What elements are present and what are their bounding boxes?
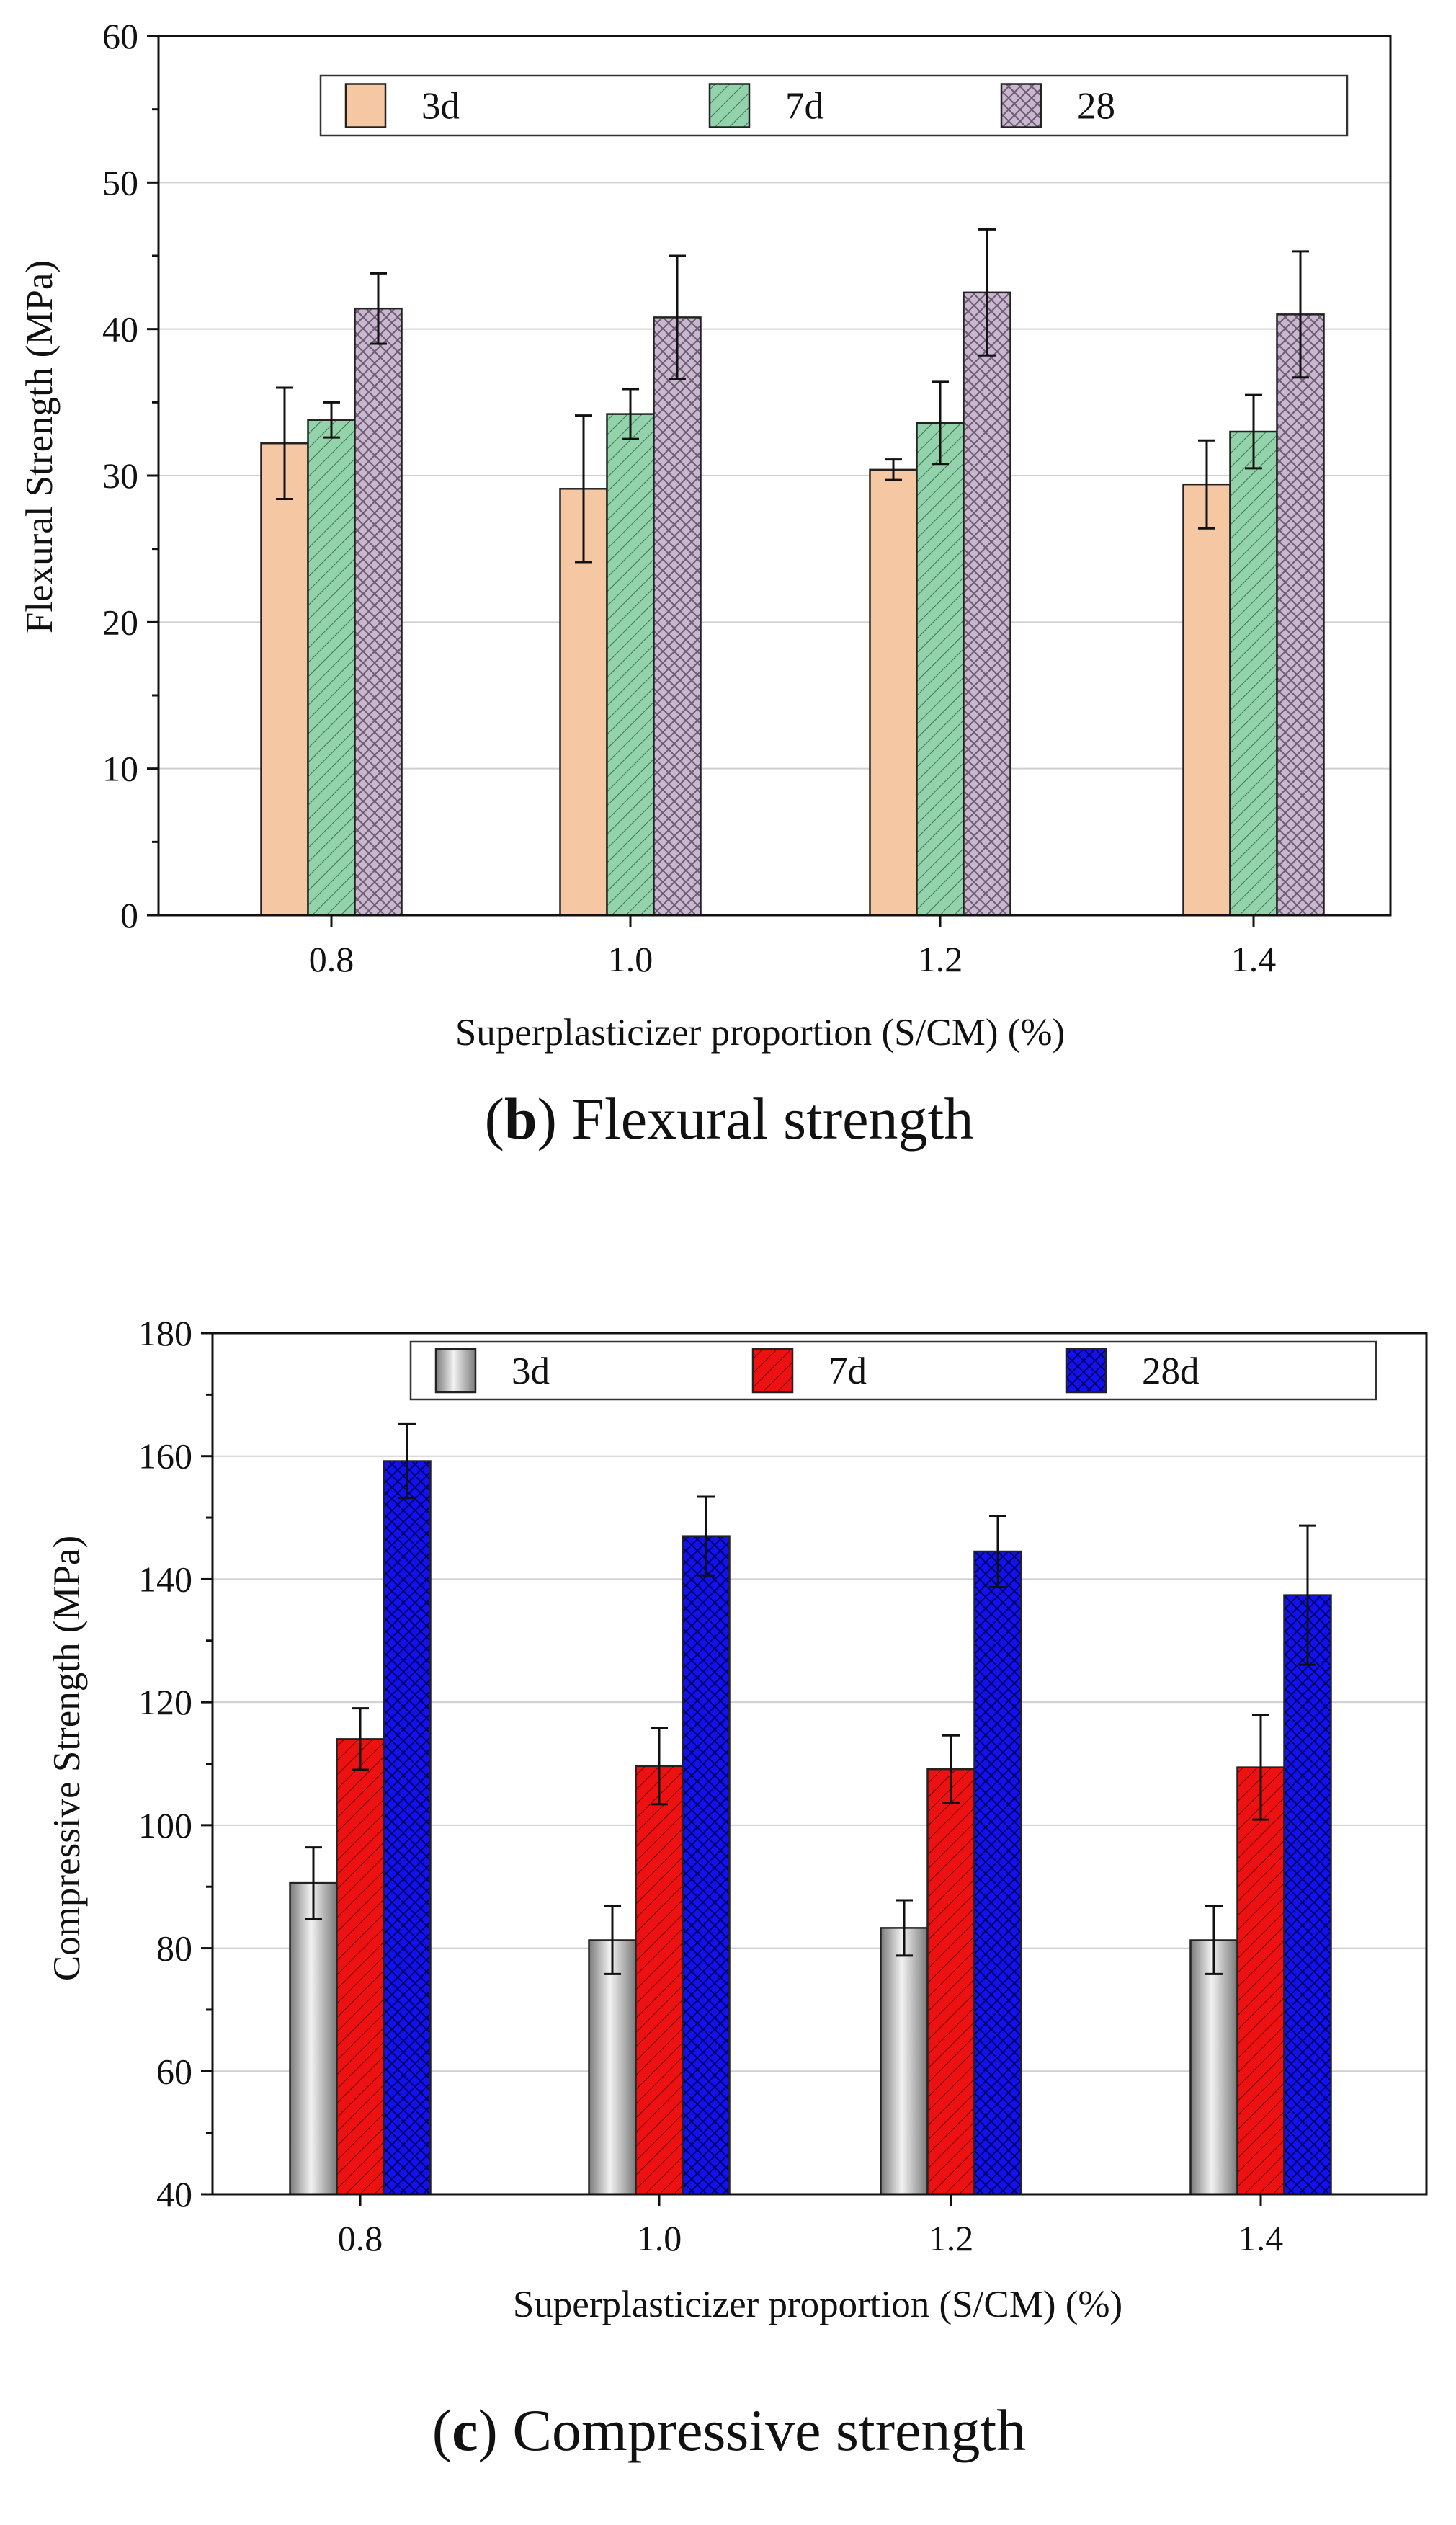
flexural-bar-7d-1.2 [916,422,965,917]
flexural-legend: 3d 7d 28 [319,74,1349,137]
compressive-y-tick-label: 120 [138,1682,192,1722]
compressive-bar-3d-1.2 [880,1927,929,2196]
compressive-y-tick-label: 160 [138,1436,192,1477]
flexural-x-tick-label: 1.0 [608,939,653,979]
compressive-legend-swatch-7d [751,1348,794,1394]
compressive-legend-swatch-3d [434,1348,477,1394]
compressive-caption: (c) Compressive strength [432,2397,1026,2463]
flexural-bars [260,228,1325,917]
compressive-y-axis-title: Compressive Strength (MPa) [46,1536,88,1981]
flexural-y-tick-label: 30 [102,455,138,496]
flexural-caption-title: Flexural strength [571,1086,973,1152]
flexural-legend-label-7d: 7d [785,86,823,128]
compressive-bar-7d-1.4 [1236,1766,1285,2196]
compressive-legend: 3d 7d 28d [409,1340,1377,1401]
flexural-bar-7d-1.0 [606,413,655,917]
compressive-bars [289,1422,1332,2196]
flexural-x-tick-label: 1.4 [1231,939,1277,979]
flexural-bar-28-1.2 [963,291,1011,917]
flexural-y-tick-label: 50 [102,162,138,202]
flexural-bar-7d-0.8 [307,419,356,917]
flexural-caption-letter: b [504,1086,537,1152]
compressive-y-tick-label: 40 [156,2174,192,2214]
flexural-caption: (b) Flexural strength [485,1086,974,1152]
flexural-y-tick-label: 40 [102,309,138,349]
flexural-bar-28-0.8 [354,307,403,917]
flexural-y-tick-label: 0 [120,895,138,935]
flexural-bar-28-1.4 [1276,313,1325,917]
compressive-legend-box [409,1340,1377,1401]
flexural-bar-3d-1.4 [1182,483,1231,917]
compressive-bar-3d-1.4 [1189,1939,1238,2196]
compressive-bar-7d-1.0 [635,1765,684,2196]
compressive-bar-7d-1.2 [926,1768,975,2196]
compressive-bar-28d-1.0 [682,1535,731,2196]
compressive-legend-label-7d: 7d [829,1350,867,1392]
flexural-bar-7d-1.4 [1229,430,1278,917]
compressive-caption-title: Compressive strength [512,2397,1026,2463]
compressive-legend-swatch-28d [1065,1348,1107,1394]
flexural-bar-3d-0.8 [260,442,309,917]
compressive-bar-28d-0.8 [383,1460,432,2196]
flexural-y-tick-label: 20 [102,602,138,642]
compressive-bar-7d-0.8 [336,1738,385,2196]
flexural-y-tick-label: 10 [102,749,138,789]
compressive-y-tick-label: 100 [138,1805,192,1845]
flexural-bar-28-1.0 [653,316,702,917]
compressive-x-tick-label: 1.4 [1238,2218,1284,2258]
flexural-x-tick-label: 0.8 [309,939,354,979]
compressive-y-tick-label: 60 [156,2051,192,2091]
compressive-legend-label-3d: 3d [512,1350,550,1392]
flexural-y-tick-label: 60 [102,16,138,56]
compressive-bar-28d-1.4 [1283,1594,1332,2196]
flexural-axes: 0 10 20 30 40 50 60 0.8 1.0 1.2 1.4 [102,16,1392,979]
flexural-bar-3d-1.2 [869,468,918,917]
compressive-axes: 40 60 80 100 120 140 160 180 0.8 1.0 1.2 1.4 [138,1313,1428,2258]
flexural-legend-swatch-28 [1000,83,1042,128]
compressive-y-tick-label: 140 [138,1559,192,1599]
flexural-legend-label-3d: 3d [421,86,460,128]
compressive-x-axis-title: Superplasticizer proportion (S/CM) (%) [513,2284,1122,2325]
compressive-y-tick-label: 80 [156,1928,192,1969]
compressive-bar-3d-0.8 [289,1881,338,2196]
flexural-x-tick-label: 1.2 [918,939,963,979]
flexural-legend-swatch-7d [708,83,751,128]
flexural-legend-label-28: 28 [1077,86,1115,128]
compressive-x-tick-label: 0.8 [338,2218,383,2258]
flexural-legend-box [319,74,1349,137]
compressive-y-tick-label: 180 [138,1313,192,1353]
compressive-x-tick-label: 1.2 [929,2218,974,2258]
compressive-x-tick-label: 1.0 [637,2218,682,2258]
compressive-bar-28d-1.2 [973,1550,1022,2196]
compressive-bar-3d-1.0 [588,1939,637,2196]
compressive-legend-label-28d: 28d [1142,1350,1200,1392]
flexural-y-axis-title: Flexural Strength (MPa) [19,260,61,633]
flexural-x-axis-title: Superplasticizer proportion (S/CM) (%) [455,1012,1065,1054]
flexural-legend-swatch-3d [344,83,387,128]
compressive-caption-letter: c [452,2397,478,2463]
